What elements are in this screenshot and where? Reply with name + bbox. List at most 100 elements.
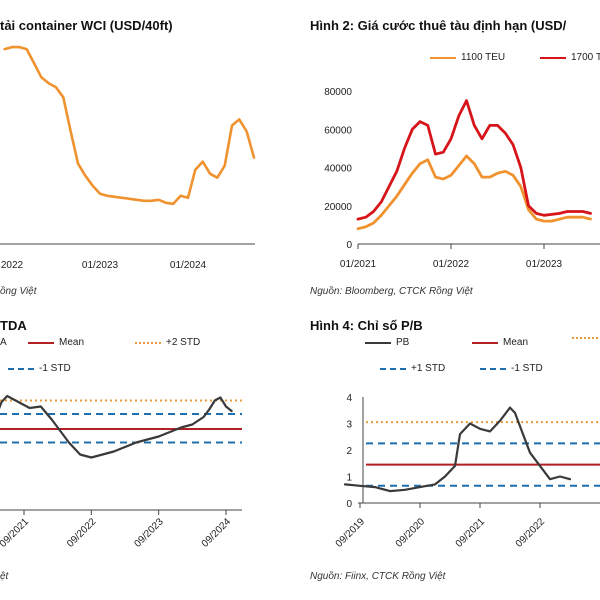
pb-data-point: [459, 433, 461, 435]
x-tick-label: 09/2019: [334, 516, 368, 550]
ev-ebitda-data-point: [113, 450, 115, 453]
series-1100teu-point: [527, 208, 530, 211]
series-1700teu-point: [380, 201, 383, 203]
series-1100teu-point: [427, 159, 429, 161]
series-1700teu-point: [512, 143, 514, 146]
ev-ebitda-data-point: [191, 423, 194, 426]
pb-series-line: [343, 406, 572, 493]
pb-chart: 0 1 2 3 4 09/2019 09/2020 09/2021 09/2022: [334, 393, 600, 550]
legend-label-1700teu: 1700 T: [571, 52, 600, 63]
ev-ebitda-data-point: [23, 404, 25, 406]
wci-data-point: [165, 202, 167, 204]
ev-ebitda-data-point: [208, 408, 210, 411]
series-1700teu-point: [450, 138, 452, 140]
pb-data-point: [514, 412, 516, 414]
x-tick-label: 09/2023: [132, 516, 166, 550]
wci-chart-source: ồng Việt: [0, 286, 37, 297]
wci-data-point: [40, 76, 43, 78]
wci-data-point: [106, 195, 109, 197]
pb-data-point: [404, 489, 406, 491]
series-1100teu-point: [450, 174, 452, 176]
ev-ebitda-chart-source: ệt: [0, 571, 9, 582]
legend-swatch-minus1std: [8, 367, 34, 370]
ev-ebitda-data-point: [124, 446, 126, 448]
x-tick-label: 09/2021: [454, 516, 488, 550]
pb-data-point: [344, 483, 346, 486]
series-1700teu-point: [558, 212, 561, 215]
ev-ebitda-data-point: [202, 416, 205, 418]
wci-data-point: [172, 203, 175, 205]
legend-label-plus2std: +2 STD: [166, 337, 201, 348]
series-1100teu-point: [434, 176, 437, 178]
series-1100teu-point: [357, 227, 359, 230]
y-tick-label: 4: [346, 393, 352, 404]
legend-swatch-1100teu: [430, 56, 456, 59]
y-tick-label: 3: [346, 420, 352, 431]
charter-rate-chart: 0 20000 40000 60000 80000 01/2021 01/2022 01/20…: [324, 87, 600, 270]
y-tick-label: 40000: [324, 164, 352, 175]
series-1100teu-point: [574, 216, 576, 218]
series-1700teu-point: [527, 205, 530, 207]
ev-ebitda-data-point: [51, 419, 53, 421]
pb-data-point: [434, 483, 436, 486]
wci-data-point: [55, 86, 57, 89]
legend-swatch-plus2std: [572, 337, 598, 339]
ev-ebitda-data-point: [219, 396, 222, 399]
wci-data-point: [223, 164, 226, 167]
pb-data-point: [519, 425, 521, 427]
series-1700teu-point: [442, 151, 445, 153]
wci-chart: 2022 01/2023 01/2024: [0, 45, 256, 271]
ev-ebitda-series-line: [0, 394, 233, 459]
pb-data-point: [549, 478, 551, 480]
legend-label-a: A: [0, 337, 7, 348]
x-tick-label: 2022: [1, 260, 24, 271]
pb-data-point: [569, 478, 571, 480]
series-1100teu-point: [496, 172, 499, 174]
series-1700teu-point: [403, 147, 406, 150]
wci-data-point: [201, 160, 204, 163]
wci-data-point: [187, 197, 189, 199]
series-1700teu-point: [535, 212, 538, 215]
pb-data-point: [454, 465, 456, 467]
wci-data-point: [135, 199, 138, 201]
series-1100teu-point: [481, 176, 483, 178]
pb-data-point: [499, 420, 501, 422]
wci-chart-panel: tải container WCI (USD/40ft) 2022 01/2023…: [0, 0, 300, 300]
series-1100teu-point: [465, 155, 468, 157]
series-1700teu-point: [496, 124, 499, 127]
series-1100teu-point: [520, 185, 522, 188]
charter-rate-chart-source: Nguồn: Bloomberg, CTCK Rồng Việt: [310, 286, 473, 297]
ev-ebitda-data-point: [230, 410, 233, 412]
legend-item-plus1std: +1 STD: [380, 363, 445, 374]
series-1100teu-point: [535, 218, 538, 220]
pb-data-point: [529, 451, 531, 454]
series-1100teu-point: [566, 216, 569, 218]
series-1100teu-point: [582, 216, 584, 218]
ev-ebitda-chart: 09/2021 09/2022 09/2023 09/2024: [0, 394, 242, 550]
wci-data-point: [150, 200, 153, 202]
legend-label-mean: Mean: [503, 337, 529, 348]
ev-ebitda-data-point: [28, 407, 31, 409]
series-1100teu-point: [372, 222, 375, 224]
series-1700teu-point: [520, 166, 522, 169]
legend-item-mean: Mean: [28, 337, 84, 348]
legend-item-plus2std: [572, 337, 598, 339]
legend-label-minus1std: -1 STD: [39, 363, 71, 374]
ev-ebitda-data-point: [214, 399, 216, 402]
wci-data-point: [143, 200, 145, 202]
x-tick-label: 01/2023: [526, 259, 563, 270]
series-1700teu-point: [582, 210, 584, 213]
ev-ebitda-data-point: [146, 438, 149, 441]
legend-label-1100teu: 1100 TEU: [461, 52, 506, 63]
pb-data-point: [374, 486, 376, 488]
wci-data-point: [62, 96, 65, 99]
series-1700teu-point: [458, 115, 460, 117]
series-1100teu-point: [489, 176, 491, 178]
ev-ebitda-chart-panel: TDA A Mean +2 STD -1 STD 09/2021 09/2022 0…: [0, 300, 300, 600]
pb-data-point: [444, 475, 446, 478]
legend-swatch-minus1std: [480, 367, 506, 370]
series-1100teu-point: [365, 226, 367, 228]
x-tick-label: 01/2021: [340, 259, 377, 270]
x-tick-label: 09/2020: [394, 516, 428, 550]
ev-ebitda-data-point: [135, 441, 137, 444]
